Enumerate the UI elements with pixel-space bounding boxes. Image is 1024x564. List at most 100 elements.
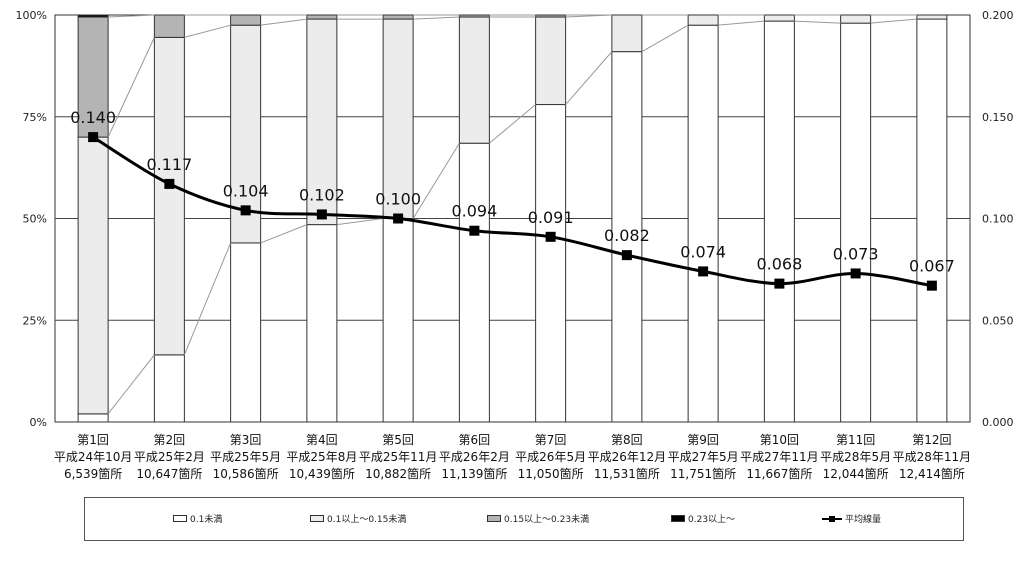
legend-label: 0.1以上～0.15未満 (327, 515, 407, 525)
average-dose-marker (469, 225, 480, 236)
bar-segment (230, 14, 262, 26)
bar-segment (458, 16, 490, 144)
x-category-label: 11,531箇所 (594, 467, 660, 481)
x-category-label: 第9回 (687, 433, 719, 447)
legend-item-gte-0-23: 0.23以上～ (671, 512, 735, 525)
y-left-tick-label: 50% (23, 213, 47, 226)
x-category-label: 第12回 (912, 433, 951, 447)
x-category-label: 第11回 (836, 433, 875, 447)
legend-swatch (310, 515, 324, 522)
x-category-label: 11,050箇所 (518, 467, 584, 481)
average-dose-data-label: 0.068 (756, 255, 802, 274)
y-right-tick-label: 0.150 (982, 111, 1014, 124)
average-dose-data-label: 0.094 (451, 202, 497, 221)
x-category-label: 12,044箇所 (823, 467, 889, 481)
bar-segment (458, 14, 490, 18)
bar-segment (840, 14, 872, 24)
bar-segment (77, 413, 109, 423)
average-dose-marker (850, 268, 861, 279)
bar-segment (153, 14, 185, 38)
average-dose-marker (316, 209, 327, 220)
bar-segment (458, 142, 490, 423)
legend-line-swatch (822, 515, 842, 523)
x-category-label: 10,586箇所 (213, 467, 279, 481)
x-category-label: 平成24年10月 (54, 450, 133, 464)
bar-segment (611, 14, 643, 53)
average-dose-data-label: 0.091 (528, 208, 574, 227)
x-category-label: 平成26年2月 (439, 450, 510, 464)
bar-segment (763, 20, 795, 423)
x-category-label: 平成25年11月 (359, 450, 438, 464)
x-category-label: 平成25年8月 (286, 450, 357, 464)
legend-item-average-dose: 平均線量 (822, 512, 881, 525)
bar-segment (306, 224, 338, 423)
average-dose-data-label: 0.102 (299, 185, 345, 204)
x-category-label: 第6回 (459, 433, 491, 447)
x-category-label: 第7回 (535, 433, 567, 447)
y-left-tick-label: 75% (23, 111, 47, 124)
bar-segment (77, 14, 109, 18)
average-dose-marker (545, 231, 556, 242)
average-dose-data-label: 0.117 (146, 155, 192, 174)
y-left-tick-label: 25% (23, 314, 47, 327)
legend-label: 0.15以上～0.23未満 (504, 515, 590, 525)
average-dose-data-label: 0.104 (223, 181, 269, 200)
x-category-label: 平成25年2月 (134, 450, 205, 464)
x-category-label: 平成26年12月 (588, 450, 667, 464)
bar-segment (153, 354, 185, 423)
legend-swatch (671, 515, 685, 522)
bar-segment (306, 14, 338, 20)
series-connector-line (107, 18, 917, 415)
y-left-tick-label: 100% (16, 9, 47, 22)
bar-segment (535, 16, 567, 106)
bar-segment (230, 242, 262, 423)
bar-segment (77, 136, 109, 415)
y-left-tick-label: 0% (30, 416, 47, 429)
legend-label: 0.1未満 (190, 515, 223, 525)
x-category-label: 6,539箇所 (64, 467, 122, 481)
y-right-tick-label: 0.200 (982, 9, 1014, 22)
bar-segment (840, 22, 872, 423)
legend-label: 0.23以上～ (688, 515, 736, 525)
x-category-label: 10,439箇所 (289, 467, 355, 481)
legend-item-lt-0-1: 0.1未満 (173, 512, 222, 525)
x-category-label: 平成28年11月 (893, 450, 972, 464)
x-category-label: 11,667箇所 (746, 467, 812, 481)
x-category-label: 平成25年5月 (210, 450, 281, 464)
average-dose-marker (698, 266, 709, 277)
x-category-label: 第2回 (154, 433, 186, 447)
x-category-label: 第3回 (230, 433, 262, 447)
bar-segment (535, 104, 567, 423)
x-category-label: 平成28年5月 (820, 450, 891, 464)
average-dose-marker (621, 250, 632, 261)
x-category-label: 平成26年5月 (515, 450, 586, 464)
average-dose-data-label: 0.082 (604, 226, 650, 245)
legend-item-0-15-to-0-23: 0.15以上～0.23未満 (487, 512, 589, 525)
x-category-label: 第4回 (306, 433, 338, 447)
x-category-label: 11,139箇所 (441, 467, 507, 481)
average-dose-data-label: 0.100 (375, 190, 421, 209)
average-dose-marker (240, 205, 251, 216)
average-dose-marker (926, 280, 937, 291)
bar-segment (687, 24, 719, 423)
x-category-label: 平成27年11月 (740, 450, 819, 464)
average-dose-marker (393, 213, 404, 224)
bar-segment (382, 14, 414, 20)
average-dose-data-label: 0.140 (70, 108, 116, 127)
bar-segment (306, 18, 338, 226)
x-category-label: 10,882箇所 (365, 467, 431, 481)
bar-segment (535, 14, 567, 18)
bar-segment (763, 14, 795, 22)
average-dose-data-label: 0.074 (680, 242, 726, 261)
bar-segment (687, 14, 719, 26)
x-category-label: 12,414箇所 (899, 467, 965, 481)
average-dose-data-label: 0.073 (833, 244, 879, 263)
bar-segment (916, 14, 948, 20)
average-dose-marker (164, 178, 175, 189)
legend: 0.1未満 0.1以上～0.15未満 0.15以上～0.23未満 0.23以上～… (84, 497, 964, 541)
series-connector-line (108, 14, 917, 18)
legend-swatch (173, 515, 187, 522)
legend-label: 平均線量 (845, 515, 882, 525)
x-category-label: 平成27年5月 (668, 450, 739, 464)
